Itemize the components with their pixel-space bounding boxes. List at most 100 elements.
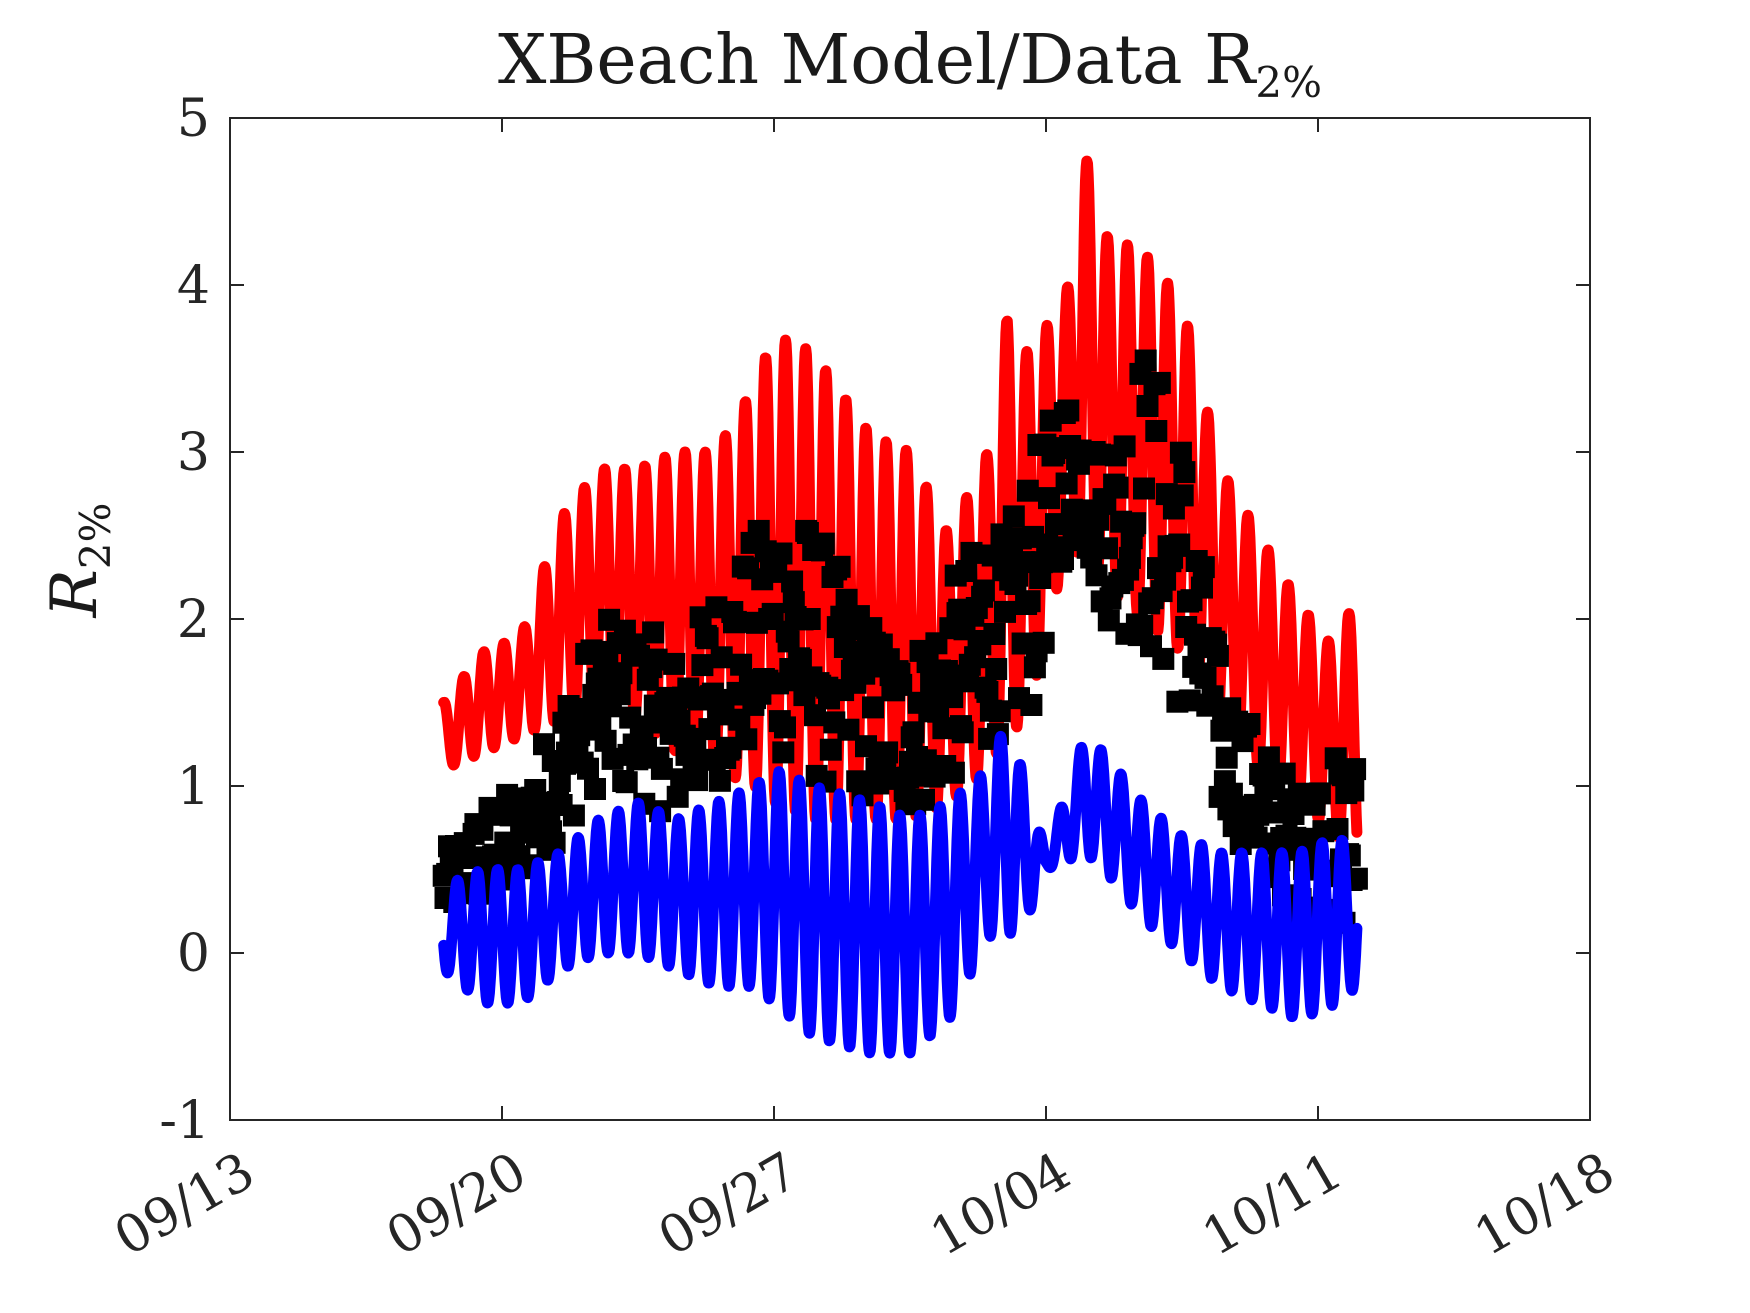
series-2-marker — [1238, 713, 1261, 735]
series-2-marker — [1273, 762, 1296, 785]
series-2-marker — [1154, 568, 1177, 591]
series-2-marker — [828, 555, 851, 578]
series-2-marker — [862, 696, 884, 719]
series-2-marker — [710, 646, 733, 669]
series-2-marker — [1118, 546, 1141, 569]
series-2-marker — [577, 757, 599, 780]
series-2-marker — [1201, 685, 1224, 708]
series-2-marker — [1131, 614, 1154, 637]
chart-title-main: XBeach Model/Data R — [498, 21, 1257, 100]
y-axis-label: R2% — [38, 503, 120, 619]
chart-title-subscript: 2% — [1255, 58, 1322, 107]
series-2-marker — [1002, 505, 1025, 528]
series-2-marker — [902, 721, 925, 744]
series-2-marker — [789, 648, 812, 671]
series-2-marker — [663, 652, 686, 675]
y-tick-label: 3 — [177, 423, 210, 483]
series-2-marker — [686, 769, 709, 792]
series-2-marker — [951, 721, 974, 744]
series-2-marker — [1178, 689, 1201, 712]
y-tick-label: 2 — [177, 590, 210, 650]
series-2-marker — [1124, 512, 1147, 535]
series-2-marker — [942, 761, 965, 784]
chart-title: XBeach Model/Data R2% — [498, 21, 1322, 107]
series-2-marker — [972, 579, 995, 602]
series-2-marker — [1020, 694, 1043, 716]
series-2-marker — [1308, 782, 1331, 805]
series-2-marker — [913, 788, 935, 811]
series-2-marker — [1169, 441, 1192, 464]
series-2-marker — [1052, 548, 1074, 570]
series-2-marker — [798, 608, 821, 630]
series-2-marker — [781, 570, 804, 593]
series-2-marker — [584, 778, 606, 800]
y-tick-label: 1 — [177, 757, 210, 817]
series-2-marker — [650, 757, 673, 780]
series-2-marker — [932, 717, 955, 740]
series-2-marker — [983, 623, 1006, 645]
series-2-marker — [1282, 803, 1305, 825]
series-2-marker — [543, 831, 566, 854]
series-2-marker — [1096, 537, 1118, 560]
series-2-marker — [988, 700, 1011, 723]
series-2-marker — [1345, 867, 1368, 890]
series-2-marker — [812, 532, 835, 555]
series-2-marker — [1032, 631, 1055, 654]
series-2-marker — [774, 716, 796, 739]
y-axis-label-subscript: 2% — [71, 503, 120, 570]
series-2-marker — [1145, 420, 1168, 442]
series-2-marker — [777, 630, 800, 653]
series-2-marker — [1326, 818, 1349, 840]
series-2-marker — [1284, 826, 1307, 849]
series-2-marker — [1113, 435, 1136, 458]
series-2-marker — [1057, 399, 1080, 422]
series-2-marker — [772, 741, 795, 764]
series-2-marker — [691, 654, 714, 677]
y-tick-label: 4 — [177, 256, 210, 316]
series-2-marker — [615, 771, 638, 794]
series-2-marker — [724, 610, 747, 633]
series-2-marker — [608, 683, 631, 706]
series-2-marker — [761, 602, 784, 625]
series-2-marker — [804, 704, 826, 727]
series-2-marker — [1148, 371, 1171, 394]
series-2-marker — [645, 648, 668, 671]
series-2-marker — [855, 735, 877, 758]
y-axis-label-main: R — [38, 569, 112, 618]
series-2-marker — [1055, 472, 1078, 495]
series-2-marker — [937, 664, 960, 687]
series-2-marker — [955, 560, 978, 582]
series-2-marker — [1133, 477, 1155, 500]
series-2-marker — [747, 519, 770, 542]
series-2-marker — [1344, 758, 1367, 781]
series-2-marker — [562, 804, 585, 827]
y-tick-label: 0 — [177, 924, 210, 984]
series-2-marker — [1342, 779, 1365, 802]
series-2-marker — [682, 749, 705, 772]
series-2-marker — [1191, 576, 1213, 599]
series-2-marker — [1215, 746, 1238, 769]
series-2-marker — [1194, 666, 1217, 689]
tick-marks — [229, 117, 1591, 1121]
series-2-marker — [610, 662, 633, 685]
series-2-marker — [890, 673, 913, 696]
y-tick-label: -1 — [159, 1091, 210, 1151]
series-2-marker — [960, 541, 983, 564]
series-3-line — [438, 730, 1363, 1059]
series-2-marker — [1134, 349, 1157, 372]
series-2-marker — [1168, 533, 1191, 556]
series-2-marker — [921, 682, 944, 705]
series-2-marker — [642, 621, 665, 644]
series-2-marker — [1097, 609, 1120, 632]
series-2-marker — [867, 772, 890, 795]
series-2-marker — [708, 769, 731, 792]
y-tick-label: 5 — [177, 89, 210, 149]
series-2-marker — [1173, 461, 1196, 484]
plot-area — [432, 155, 1368, 1059]
series-2-marker — [666, 785, 689, 808]
series-2-marker — [985, 658, 1008, 680]
series-2-marker — [976, 680, 999, 703]
series-2-marker — [631, 715, 654, 738]
series-2-marker — [994, 600, 1016, 623]
